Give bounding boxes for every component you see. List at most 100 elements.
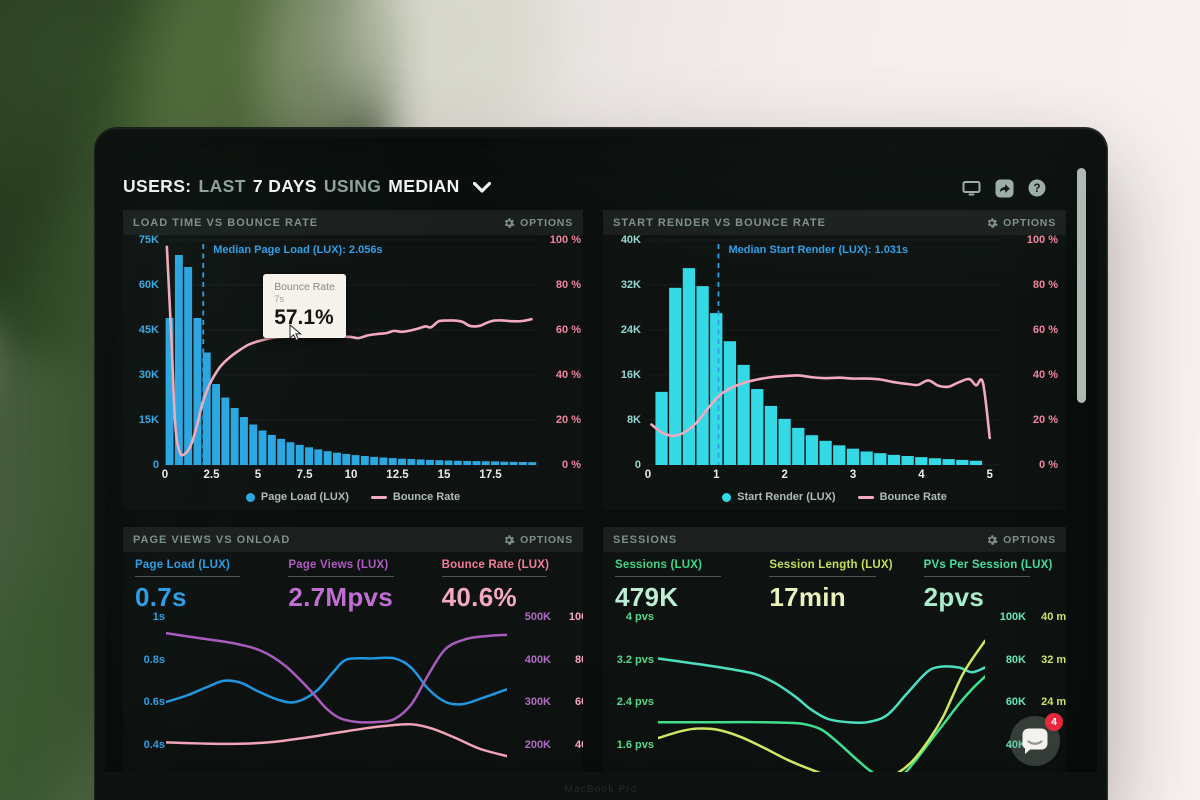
page-title-using: USING — [323, 175, 382, 196]
x-axis-tick: 17.5 — [479, 469, 502, 481]
y2-axis-tick: 40% — [574, 738, 583, 751]
histogram-bars — [165, 255, 537, 465]
legend-label: Page Load (LUX) — [260, 491, 349, 503]
y2-axis-tick: 40 % — [1032, 369, 1058, 381]
plot-area[interactable] — [166, 612, 507, 772]
stat-label: Sessions (LUX) — [615, 559, 703, 571]
sessions-chart[interactable]: 4 pvs 3.2 pvs 2.4 pvs 1.6 pvs 100K 80K 60K 40K 4… — [603, 611, 1066, 772]
x-axis-tick: 2 — [781, 469, 788, 481]
y-axis-tick: 75K — [138, 234, 159, 246]
y-axis-tick: 0.8s — [143, 653, 165, 666]
y2-axis-tick: 500K — [524, 611, 551, 623]
y-axis-tick: 3.2 pvs — [616, 653, 654, 666]
stat-divider — [288, 576, 394, 577]
stat-value: 479K — [615, 582, 679, 612]
stats-row: Sessions (LUX) 479K Session Length (LUX)… — [603, 551, 1066, 613]
options-button[interactable]: OPTIONS — [503, 534, 573, 546]
page-title-median: MEDIAN — [388, 175, 460, 196]
legend-label: Bounce Rate — [879, 491, 947, 503]
y2-axis-tick: 100K — [999, 611, 1026, 623]
y-axis-tick: 0 — [152, 459, 159, 471]
options-button[interactable]: OPTIONS — [503, 217, 573, 229]
options-label: OPTIONS — [520, 216, 573, 229]
x-axis-tick: 7.5 — [296, 469, 313, 481]
chevron-down-icon — [472, 182, 491, 193]
scrollbar-thumb[interactable] — [1077, 168, 1086, 403]
median-annotation: Median Page Load (LUX): 2.056s — [213, 244, 383, 256]
display-icon[interactable] — [961, 178, 981, 198]
legend-label: Bounce Rate — [392, 491, 461, 503]
stat-label: Page Load (LUX) — [135, 559, 231, 571]
y-axis-tick: 40K — [620, 234, 641, 246]
y2-axis-tick: 100 % — [549, 234, 581, 246]
series-line — [658, 675, 985, 772]
share-icon[interactable] — [994, 178, 1014, 198]
panel-load-time-vs-bounce-rate: LOAD TIME VS BOUNCE RATE OPTIONS 75K 60K 4… — [123, 210, 583, 510]
stat-divider — [615, 576, 722, 577]
stat-label: Bounce Rate (LUX) — [441, 559, 550, 571]
chat-launcher-button[interactable]: 4 — [1010, 713, 1063, 766]
start-render-chart[interactable]: 40K 32K 24K 16K 8K 0 100 % 80 % 60 % 40 % 20 % 0 % 0… — [603, 234, 1066, 510]
series-line — [166, 631, 507, 724]
stat-value: 40.6% — [441, 582, 517, 612]
y2-axis-tick: 100% — [568, 611, 583, 623]
y-axis-tick: 0.4s — [143, 738, 165, 751]
legend-item[interactable]: Start Render (LUX) — [722, 491, 836, 503]
legend-item[interactable]: Page Load (LUX) — [245, 491, 349, 503]
y-axis-tick: 0 — [634, 459, 641, 471]
y-axis-tick: 2.4 pvs — [616, 696, 654, 708]
help-icon[interactable]: ? — [1027, 178, 1047, 198]
header-icons: ? — [961, 178, 1047, 198]
plot-area[interactable] — [658, 612, 985, 772]
y2-axis-tick: 80K — [1005, 653, 1026, 666]
legend-item[interactable]: Bounce Rate — [857, 491, 947, 503]
chart-legend: Start Render (LUX) Bounce Rate — [603, 491, 1066, 503]
stat-page-load: Page Load (LUX) 0.7s — [123, 551, 276, 613]
options-button[interactable]: OPTIONS — [986, 534, 1056, 546]
bounce-rate-line — [650, 374, 992, 440]
stat-label: Page Views (LUX) — [288, 559, 389, 571]
x-axis-tick: 15 — [437, 469, 451, 481]
stat-label: Session Length (LUX) — [769, 559, 893, 571]
date-range-dropdown[interactable]: USERS: LAST 7 DAYS USING MEDIAN — [123, 176, 491, 197]
y2-axis-tick: 80 % — [1032, 279, 1058, 291]
stat-sessions: Sessions (LUX) 479K — [603, 551, 757, 613]
plot-area[interactable] — [165, 239, 537, 467]
y2-axis-tick: 60 % — [555, 324, 581, 336]
stat-pvs-per-session: PVs Per Session (LUX) 2pvs — [912, 551, 1066, 613]
panel-sessions: SESSIONS OPTIONS Sessions (LUX) 479K Ses… — [603, 527, 1066, 772]
legend-item[interactable]: Bounce Rate — [370, 491, 461, 503]
load-time-chart[interactable]: 75K 60K 45K 30K 15K 0 100 % 80 % 60 % 40 % 20 % 0 %… — [123, 234, 583, 510]
options-button[interactable]: OPTIONS — [986, 217, 1056, 229]
series-line — [166, 656, 507, 706]
y2-axis-tick: 300K — [524, 696, 551, 708]
stat-value: 17min — [769, 582, 846, 612]
legend-line-icon — [857, 495, 874, 499]
y-axis-tick: 0.6s — [143, 696, 165, 708]
x-axis-tick: 2.5 — [203, 469, 220, 481]
median-annotation: Median Start Render (LUX): 1.031s — [728, 244, 909, 256]
chart-tooltip: Bounce Rate 7s 57.1% — [263, 273, 346, 338]
panel-title: PAGE VIEWS VS ONLOAD — [133, 533, 291, 546]
panel-start-render-vs-bounce-rate: START RENDER VS BOUNCE RATE OPTIONS 40K 3… — [603, 210, 1066, 510]
mouse-cursor-icon — [289, 323, 303, 341]
chart-legend: Page Load (LUX) Bounce Rate — [123, 491, 583, 503]
chat-bubble-icon — [1022, 728, 1048, 754]
tooltip-subtitle: 7s — [274, 293, 285, 305]
x-axis-tick: 3 — [849, 469, 857, 481]
y2-axis-tick: 60 % — [1032, 324, 1058, 336]
notification-badge: 4 — [1045, 713, 1063, 731]
y2-axis-tick: 24 min — [1041, 696, 1066, 708]
y-axis-tick: 1s — [152, 611, 165, 623]
help-glyph: ? — [1033, 183, 1040, 195]
x-axis-tick: 5 — [986, 469, 993, 481]
y2-axis-tick: 0 % — [562, 459, 581, 471]
page-views-onload-chart[interactable]: 1s 0.8s 0.6s 0.4s 500K 400K 300K 200K 100% 80% 60%… — [123, 611, 583, 772]
legend-label: Start Render (LUX) — [737, 491, 836, 503]
plot-area[interactable] — [648, 239, 1000, 467]
panel-title: SESSIONS — [613, 533, 678, 546]
legend-dot-icon — [722, 492, 732, 502]
series-line — [658, 639, 985, 772]
y2-axis-tick: 0 % — [1039, 459, 1058, 471]
